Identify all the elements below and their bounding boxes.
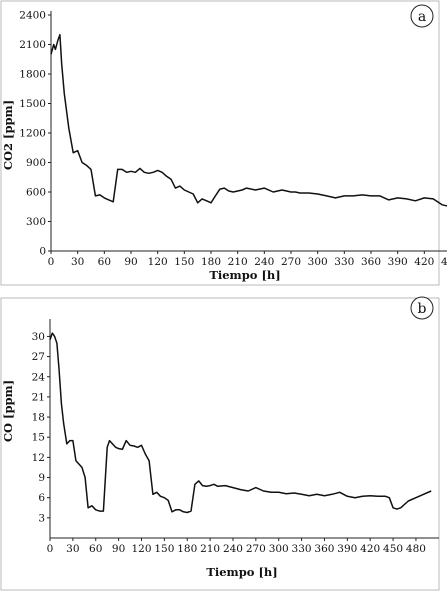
y-tick-label: 18	[32, 412, 45, 424]
y-tick-label: 24	[32, 371, 46, 383]
panel-letter-a: a	[418, 9, 426, 25]
x-tick-label: 420	[414, 256, 434, 268]
series-line	[50, 33, 447, 207]
x-tick-label: 0	[47, 543, 54, 555]
y-tick-label: 2100	[19, 39, 46, 51]
x-tick-label: 30	[66, 543, 79, 555]
y-tick-label: 0	[39, 246, 46, 258]
y-axis-label-b: CO [ppm]	[1, 380, 15, 442]
x-tick-label: 270	[246, 543, 266, 555]
x-tick-label: 300	[308, 256, 328, 268]
x-tick-label: 90	[124, 256, 137, 268]
y-tick-label: 30	[32, 331, 45, 343]
y-tick-label: 1500	[19, 98, 46, 110]
x-tick-label: 180	[177, 543, 197, 555]
y-tick-label: 300	[26, 216, 46, 228]
y-tick-label: 2400	[19, 10, 46, 22]
x-tick-label: 120	[131, 543, 151, 555]
panel-label-circle	[410, 296, 434, 320]
plot-frame-b	[0, 297, 440, 591]
panel-label-circle	[410, 4, 434, 28]
x-tick-label: 150	[174, 256, 194, 268]
y-tick-label: 1200	[19, 128, 46, 140]
x-tick-label: 0	[48, 256, 55, 268]
x-tick-label: 420	[360, 543, 380, 555]
y-tick-label: 27	[32, 351, 45, 363]
y-tick-label: 9	[38, 472, 45, 484]
x-tick-label: 180	[201, 256, 221, 268]
y-tick-label: 1800	[19, 69, 46, 81]
x-tick-label: 150	[154, 543, 174, 555]
x-tick-label: 120	[148, 256, 168, 268]
x-tick-label: 210	[200, 543, 220, 555]
y-axis-label-a: CO2 [ppm]	[1, 100, 15, 170]
x-tick-label: 90	[112, 543, 125, 555]
x-tick-label: 480	[406, 543, 426, 555]
plot-frame-a	[0, 0, 440, 286]
panel-letter-b: b	[418, 301, 427, 317]
x-tick-label: 390	[337, 543, 357, 555]
x-tick-label: 360	[314, 543, 334, 555]
y-tick-label: 3	[38, 512, 45, 524]
x-axis-label-b: Tiempo [h]	[206, 565, 277, 579]
x-tick-label: 330	[334, 256, 354, 268]
series-line	[49, 332, 432, 514]
x-tick-label: 390	[388, 256, 408, 268]
y-tick-label: 600	[26, 187, 46, 199]
x-tick-label: 300	[269, 543, 289, 555]
panel-label-a: a	[410, 4, 434, 28]
x-tick-label: 60	[98, 256, 111, 268]
panel-b-co-chart: b Tiempo [h] CO [ppm] 369121518212427300…	[0, 296, 440, 591]
x-tick-label: 450	[441, 256, 447, 268]
y-tick-label: 12	[32, 452, 45, 464]
x-tick-label: 450	[383, 543, 403, 555]
panel-a-co2-chart: a Tiempo [h] CO2 [ppm] 03006009001200150…	[0, 0, 447, 286]
y-tick-label: 21	[32, 391, 45, 403]
x-tick-label: 360	[361, 256, 381, 268]
x-tick-label: 30	[71, 256, 84, 268]
x-tick-label: 240	[254, 256, 274, 268]
x-tick-label: 330	[292, 543, 312, 555]
x-tick-label: 60	[89, 543, 102, 555]
x-tick-label: 270	[281, 256, 301, 268]
y-tick-label: 15	[32, 432, 45, 444]
x-tick-label: 240	[223, 543, 243, 555]
y-tick-label: 900	[26, 157, 46, 169]
y-tick-label: 6	[38, 492, 45, 504]
panel-label-b: b	[410, 296, 434, 320]
x-axis-label-a: Tiempo [h]	[209, 268, 280, 282]
x-tick-label: 210	[228, 256, 248, 268]
